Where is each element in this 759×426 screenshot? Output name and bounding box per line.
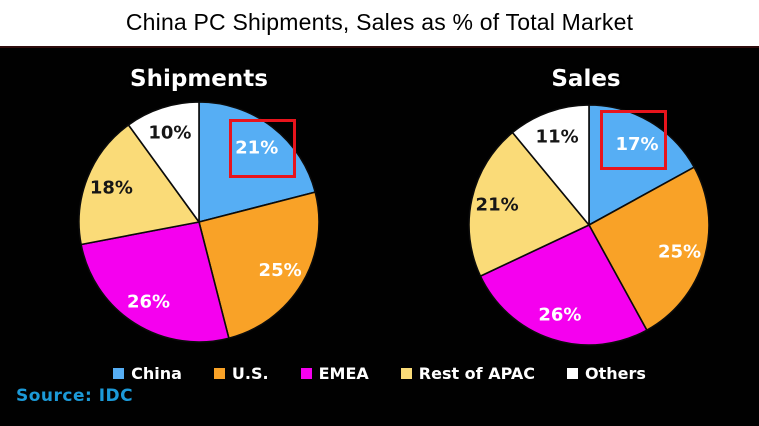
pie-slice-label-u-s-: 25%	[658, 241, 701, 262]
pie-slice-label-rest-of-apac: 18%	[90, 177, 133, 198]
page-title: China PC Shipments, Sales as % of Total …	[125, 9, 634, 35]
highlight-box-sales-china	[600, 110, 667, 170]
pie-slice-label-emea: 26%	[538, 305, 581, 326]
legend-swatch-others	[566, 368, 578, 379]
pie-slice-label-china: 21%	[235, 138, 278, 159]
legend-label-china: China	[131, 364, 182, 383]
legend-swatch-china	[113, 368, 125, 379]
pie-slice-label-others: 10%	[148, 122, 191, 143]
pie-slice-emea	[479, 223, 648, 346]
legend-label-us: U.S.	[231, 364, 269, 383]
pie-slice-others	[511, 104, 590, 228]
legend-swatch-rest-of-apac	[400, 368, 412, 379]
pie-chart-sales: 17% 25% 26% 21% 11%	[468, 104, 710, 346]
legend: China U.S. EMEA Rest of APAC Others	[0, 364, 759, 383]
legend-item-emea: EMEA	[300, 364, 369, 383]
pie-slice-label-china: 17%	[615, 134, 658, 155]
legend-item-rest-of-apac: Rest of APAC	[400, 364, 535, 383]
pie-slice-label-others: 11%	[536, 126, 579, 147]
pie-chart-shipments: 21% 25% 26% 18% 10%	[78, 101, 320, 343]
page-header: China PC Shipments, Sales as % of Total …	[0, 0, 759, 46]
legend-swatch-us	[213, 368, 225, 379]
panel-top-divider	[0, 46, 759, 48]
legend-label-rest-of-apac: Rest of APAC	[418, 364, 535, 383]
pie-slice-label-rest-of-apac: 21%	[476, 195, 519, 216]
chart-panel: Shipments Sales 21% 25% 26% 18% 10% 17% 25% 26…	[0, 46, 759, 426]
pie-slice-china	[588, 104, 696, 227]
pie-slice-others	[127, 101, 200, 225]
pie-slice-u-s-	[587, 166, 710, 332]
pie-slice-u-s-	[198, 191, 320, 340]
legend-swatch-emea	[300, 368, 312, 379]
pie-slice-rest-of-apac	[78, 123, 201, 246]
legend-item-us: U.S.	[213, 364, 269, 383]
source-note: Source: IDC	[16, 386, 134, 406]
highlight-box-shipments-china	[229, 119, 296, 178]
pie-slice-emea	[80, 221, 230, 343]
legend-item-china: China	[113, 364, 182, 383]
chart-title-sales: Sales	[551, 66, 621, 92]
pie-slice-china	[198, 101, 317, 224]
legend-label-others: Others	[584, 364, 646, 383]
pie-slice-label-u-s-: 25%	[259, 260, 302, 281]
legend-label-emea: EMEA	[318, 364, 369, 383]
chart-title-shipments: Shipments	[130, 66, 268, 92]
pie-slice-rest-of-apac	[468, 131, 591, 278]
pie-slice-label-emea: 26%	[127, 292, 170, 313]
legend-item-others: Others	[566, 364, 646, 383]
